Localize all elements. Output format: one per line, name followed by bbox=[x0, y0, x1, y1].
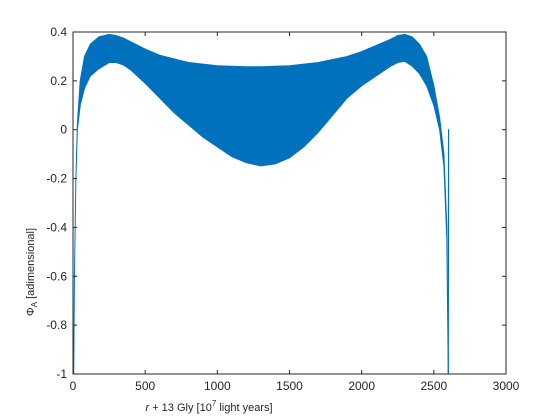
x-axis-label-pre: + 13 Gly [10 bbox=[149, 402, 212, 414]
y-tick-label: 0.4 bbox=[50, 25, 67, 39]
y-axis: 0.4 0.2 0 -0.2 -0.4 -0.6 -0.8 -1 bbox=[46, 25, 506, 381]
y-tick-label: -0.8 bbox=[46, 318, 67, 332]
edge-spike bbox=[447, 129, 450, 375]
x-tick-label: 3000 bbox=[493, 379, 520, 393]
y-axis-label-sub: A bbox=[30, 301, 39, 307]
x-axis-label-var: r bbox=[145, 402, 150, 414]
x-axis: 0 500 1000 1500 2000 2500 3000 bbox=[70, 32, 520, 393]
y-axis-label-main: Φ bbox=[25, 307, 37, 316]
x-axis-label-post: light years] bbox=[216, 402, 272, 414]
x-tick-label: 1500 bbox=[276, 379, 303, 393]
x-axis-label: r + 13 Gly [107 light years] bbox=[145, 399, 272, 414]
y-axis-label: ΦA [adimensional] bbox=[25, 228, 39, 316]
y-axis-label-post: [adimensional] bbox=[25, 228, 37, 302]
x-tick-label: 2500 bbox=[420, 379, 447, 393]
x-tick-label: 0 bbox=[70, 379, 77, 393]
y-tick-label: -0.2 bbox=[46, 172, 67, 186]
y-tick-label: -1 bbox=[56, 367, 67, 381]
y-tick-label: -0.6 bbox=[46, 269, 67, 283]
y-tick-label: -0.4 bbox=[46, 220, 67, 234]
x-axis-label-sup: 7 bbox=[212, 399, 217, 408]
x-tick-label: 500 bbox=[135, 379, 155, 393]
plot-marks bbox=[73, 33, 450, 375]
y-tick-label: 0 bbox=[60, 123, 67, 137]
oscillation-band bbox=[73, 33, 449, 375]
y-tick-label: 0.2 bbox=[50, 74, 67, 88]
x-tick-label: 2000 bbox=[348, 379, 375, 393]
x-tick-label: 1000 bbox=[204, 379, 231, 393]
